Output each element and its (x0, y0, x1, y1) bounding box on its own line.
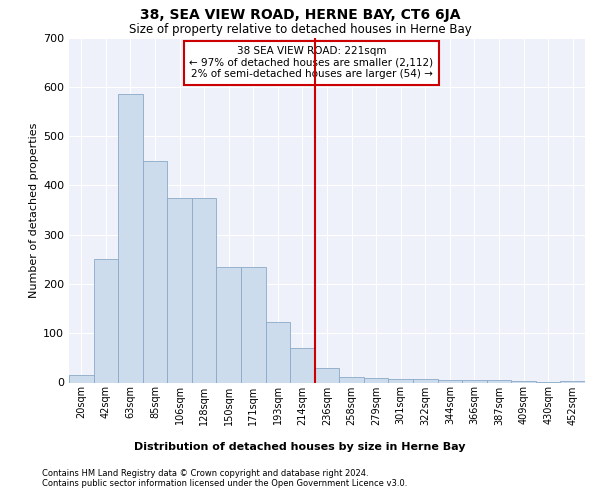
Bar (217, 266, 241, 382)
Bar (487, 380, 511, 382)
Text: 38 SEA VIEW ROAD: 221sqm
← 97% of detached houses are smaller (2,112)
2% of semi: 38 SEA VIEW ROAD: 221sqm ← 97% of detach… (190, 46, 434, 80)
Y-axis label: Number of detached properties: Number of detached properties (29, 122, 39, 298)
Bar (266, 322, 290, 382)
Bar (364, 378, 388, 382)
Bar (94, 260, 118, 382)
Bar (192, 198, 217, 382)
Bar (339, 376, 364, 382)
Text: Contains public sector information licensed under the Open Government Licence v3: Contains public sector information licen… (42, 479, 407, 488)
Text: 38, SEA VIEW ROAD, HERNE BAY, CT6 6JA: 38, SEA VIEW ROAD, HERNE BAY, CT6 6JA (140, 8, 460, 22)
Text: Distribution of detached houses by size in Herne Bay: Distribution of detached houses by size … (134, 442, 466, 452)
Bar (413, 379, 437, 382)
Bar (290, 348, 315, 382)
Bar (560, 380, 585, 382)
Bar (462, 380, 487, 382)
Bar (388, 378, 413, 382)
Text: Size of property relative to detached houses in Herne Bay: Size of property relative to detached ho… (128, 24, 472, 36)
Bar (118, 94, 143, 382)
Text: Contains HM Land Registry data © Crown copyright and database right 2024.: Contains HM Land Registry data © Crown c… (42, 469, 368, 478)
Bar (143, 160, 167, 382)
Bar (69, 375, 94, 382)
Bar (241, 266, 266, 382)
Bar (437, 380, 462, 382)
Bar (511, 380, 536, 382)
Bar (167, 198, 192, 382)
Bar (315, 368, 339, 382)
